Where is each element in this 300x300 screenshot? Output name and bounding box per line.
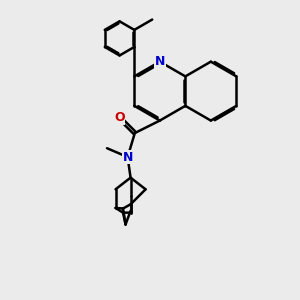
Text: N: N [122, 151, 133, 164]
Text: O: O [114, 111, 124, 124]
Text: N: N [154, 55, 165, 68]
